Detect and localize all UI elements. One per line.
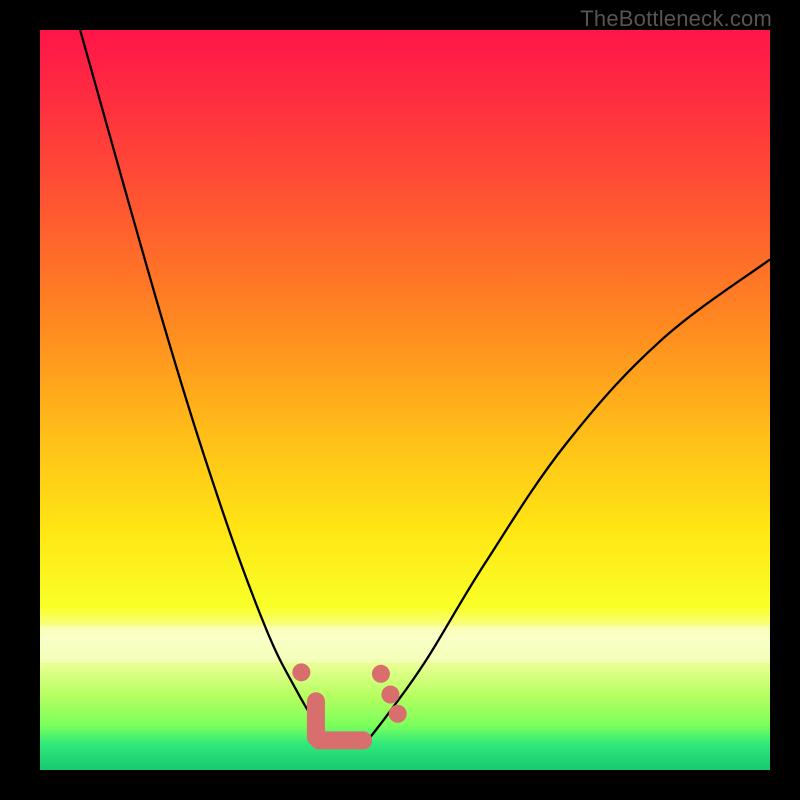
chart-container: TheBottleneck.com bbox=[0, 0, 800, 800]
bottleneck-chart bbox=[0, 0, 800, 800]
plot-area bbox=[40, 30, 770, 770]
highlight-band bbox=[40, 626, 770, 663]
watermark-text: TheBottleneck.com bbox=[580, 6, 772, 32]
